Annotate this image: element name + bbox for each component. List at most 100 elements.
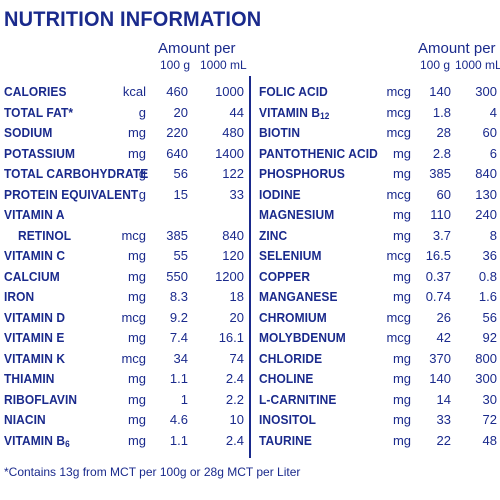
nutrient-unit: g xyxy=(138,186,146,202)
value-per-100g: 1.1 xyxy=(169,432,188,448)
value-per-100g: 110 xyxy=(430,207,451,222)
nutrient-name: SODIUM xyxy=(4,125,53,140)
value-per-1000ml: 1200 xyxy=(215,268,244,284)
nutrient-name: CHROMIUM xyxy=(259,309,327,325)
nutrient-unit: mcg xyxy=(386,309,411,325)
nutrient-name: CHLORIDE xyxy=(259,350,323,366)
nutrient-row: SELENIUM mcg 16.5 36 xyxy=(255,246,500,267)
value-per-100g: 26 xyxy=(436,309,451,325)
nutrient-row: IODINE mcg 60 130 xyxy=(255,185,500,206)
value-per-1000ml: 92 xyxy=(482,330,497,345)
nutrient-unit: mcg xyxy=(121,350,146,366)
nutrient-name: VITAMIN D xyxy=(4,309,66,325)
nutrient-row: INOSITOL mg 33 72 xyxy=(255,410,500,431)
value-per-1000ml: 2.2 xyxy=(225,391,244,407)
value-per-1000ml: 120 xyxy=(222,248,244,263)
nutrient-row: TOTAL FAT* g 20 44 xyxy=(0,103,250,124)
footnote: *Contains 13g from MCT per 100g or 28g M… xyxy=(4,465,301,479)
nutrient-name: MOLYBDENUM xyxy=(259,330,346,345)
nutrient-unit: g xyxy=(138,104,146,120)
nutrient-unit: mg xyxy=(392,432,411,448)
nutrient-name: RIBOFLAVIN xyxy=(4,391,78,407)
value-per-1000ml: 6 xyxy=(489,145,497,161)
nutrient-unit: mg xyxy=(392,145,411,161)
nutrient-unit: mg xyxy=(127,268,146,284)
value-per-1000ml: 300 xyxy=(475,84,497,99)
value-per-100g: 1.1 xyxy=(169,371,188,386)
nutrient-row: RETINOL mcg 385 840 xyxy=(0,226,250,247)
left-column: Amount per 100 g 1000 mL CALORIES kcal 460… xyxy=(0,40,250,451)
nutrient-row: VITAMIN D mcg 9.2 20 xyxy=(0,308,250,329)
right-rows: FOLIC ACID mcg 140 300 VITAMIN B12 mcg 1.8 4 BIO… xyxy=(255,82,500,451)
nutrient-name: BIOTIN xyxy=(259,125,301,140)
nutrient-unit: mg xyxy=(392,166,411,181)
nutrient-unit: mcg xyxy=(386,125,411,140)
value-per-1000ml: 480 xyxy=(222,125,244,140)
nutrient-row: IRON mg 8.3 18 xyxy=(0,287,250,308)
nutrient-row: VITAMIN B12 mcg 1.8 4 xyxy=(255,103,500,124)
value-per-100g: 4.6 xyxy=(169,412,188,427)
value-per-1000ml: 56 xyxy=(482,309,497,325)
nutrient-name: VITAMIN E xyxy=(4,330,65,345)
value-per-100g: 28 xyxy=(436,125,451,140)
nutrient-name: COPPER xyxy=(259,268,311,284)
nutrient-name: CHOLINE xyxy=(259,371,314,386)
value-per-100g: 34 xyxy=(173,350,188,366)
value-per-100g: 460 xyxy=(166,84,188,99)
nutrient-name: MAGNESIUM xyxy=(259,207,335,222)
value-per-1000ml: 800 xyxy=(475,350,497,366)
nutrient-row: MANGANESE mg 0.74 1.6 xyxy=(255,287,500,308)
value-per-1000ml: 0.8 xyxy=(478,268,497,284)
value-per-1000ml: 8 xyxy=(489,227,497,243)
value-per-100g: 385 xyxy=(166,227,188,243)
nutrient-unit: mcg xyxy=(386,248,411,263)
nutrient-name: CALORIES xyxy=(4,84,67,99)
value-per-100g: 16.5 xyxy=(425,248,451,263)
col-header-100g: 100 g xyxy=(420,58,451,72)
value-per-100g: 14 xyxy=(436,391,451,407)
nutrient-unit: g xyxy=(138,166,146,181)
col-header-100g: 100 g xyxy=(160,58,191,72)
nutrient-unit: mg xyxy=(392,289,411,304)
nutrient-row: ZINC mg 3.7 8 xyxy=(255,226,500,247)
value-per-100g: 370 xyxy=(429,350,451,366)
value-per-1000ml: 840 xyxy=(222,227,244,243)
nutrient-row: VITAMIN C mg 55 120 xyxy=(0,246,250,267)
col-header-1000ml: 1000 mL xyxy=(455,58,500,72)
nutrient-name: PANTOTHENIC ACID xyxy=(259,145,378,161)
value-per-1000ml: 74 xyxy=(229,350,244,366)
left-column-header: Amount per 100 g 1000 mL xyxy=(0,40,250,82)
nutrient-row: THIAMIN mg 1.1 2.4 xyxy=(0,369,250,390)
value-per-1000ml: 1.6 xyxy=(478,289,497,304)
nutrient-unit: mg xyxy=(127,432,146,448)
value-per-1000ml: 33 xyxy=(229,186,244,202)
nutrient-row: RIBOFLAVIN mg 1 2.2 xyxy=(0,390,250,411)
nutrient-row: L-CARNITINE mg 14 30 xyxy=(255,390,500,411)
nutrient-name: THIAMIN xyxy=(4,371,55,386)
nutrient-row: BIOTIN mcg 28 60 xyxy=(255,123,500,144)
value-per-100g: 140 xyxy=(429,371,451,386)
value-per-100g: 33 xyxy=(436,412,451,427)
nutrient-row: TOTAL CARBOHYDRATE g 56 122 xyxy=(0,164,250,185)
nutrient-name: TOTAL CARBOHYDRATE xyxy=(4,166,149,181)
value-per-100g: 2.8 xyxy=(432,145,451,161)
nutrient-name: PHOSPHORUS xyxy=(259,166,345,181)
nutrient-row: PHOSPHORUS mg 385 840 xyxy=(255,164,500,185)
nutrient-row: VITAMIN E mg 7.4 16.1 xyxy=(0,328,250,349)
nutrient-unit: mg xyxy=(392,227,411,243)
value-per-1000ml: 2.4 xyxy=(225,371,244,386)
value-per-100g: 1.8 xyxy=(432,104,451,120)
nutrient-unit: mg xyxy=(392,391,411,407)
amount-per-label: Amount per xyxy=(158,40,236,57)
value-per-1000ml: 48 xyxy=(482,432,497,448)
nutrient-unit: mcg xyxy=(386,84,411,99)
nutrient-row: CALCIUM mg 550 1200 xyxy=(0,267,250,288)
value-per-1000ml: 36 xyxy=(482,248,497,263)
nutrient-unit: mg xyxy=(127,391,146,407)
nutrient-row: SODIUM mg 220 480 xyxy=(0,123,250,144)
value-per-100g: 220 xyxy=(166,125,188,140)
nutrient-name: ZINC xyxy=(259,227,288,243)
nutrient-unit: kcal xyxy=(122,84,146,99)
nutrient-name: IODINE xyxy=(259,186,301,202)
value-per-1000ml: 30 xyxy=(482,391,497,407)
